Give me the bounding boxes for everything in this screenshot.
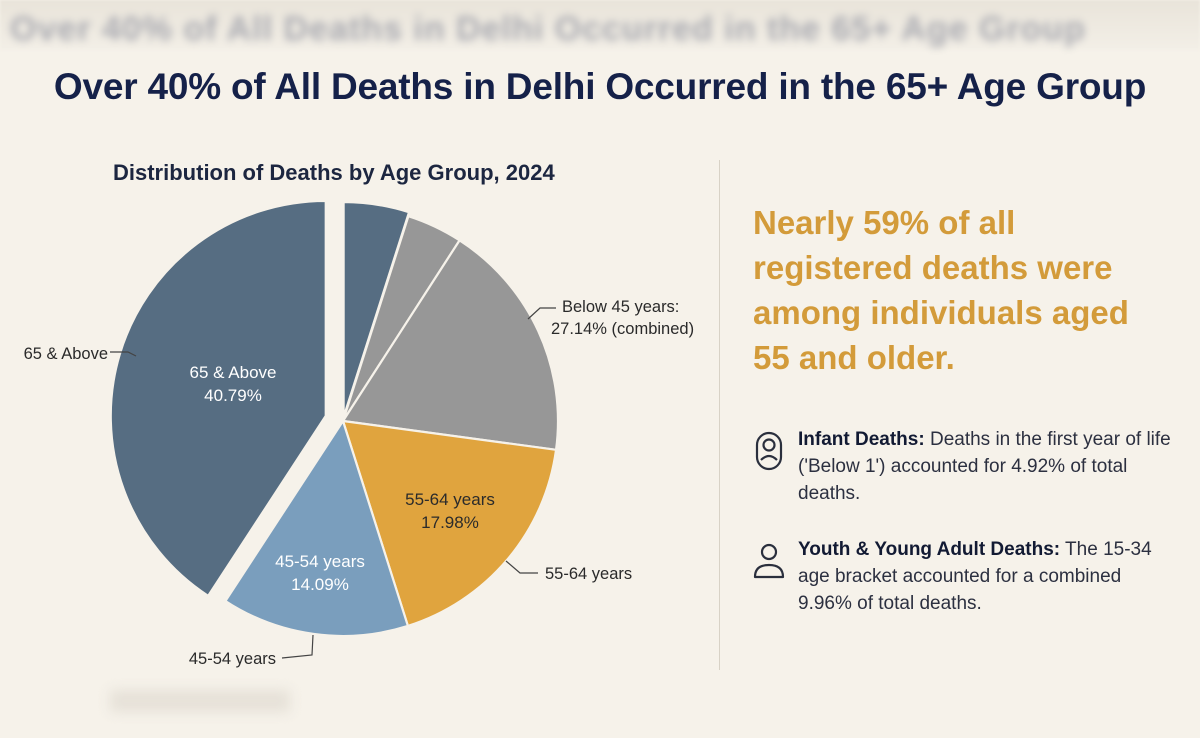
divider [719,160,720,670]
person-icon [753,543,785,579]
callout-label-below45: Below 45 years: [562,298,679,316]
fact-text: Youth & Young Adult Deaths: The 15-34 ag… [798,539,1152,614]
callout-label-55-64: 55-64 years [545,565,632,583]
slice-value-65plus: 40.79% [204,386,262,405]
callout-label-45-54: 45-54 years [189,650,276,668]
callout-line-65plus [110,351,137,357]
page-title: Over 40% of All Deaths in Delhi Occurred… [53,66,1147,107]
slice-label-55-64: 55-64 years [405,490,495,509]
slice-value-55-64: 17.98% [421,513,479,532]
key-highlight: Nearly 59% of all registered deaths were… [753,204,1129,376]
pie-slice-45-54 [224,419,409,638]
pie-slice-below1 [342,200,411,419]
chart-title: Distribution of Deaths by Age Group, 202… [113,160,555,185]
slice-label-45-54: 45-54 years [275,552,365,571]
fact-text: Infant Deaths: Deaths in the first year … [798,429,1171,504]
pie-chart: 55-64 years 17.98% 45-54 years 14.09% 65 & A… [24,199,694,668]
callout-line-45-54 [281,634,314,659]
pie-slice-55-64 [341,419,558,628]
blurred-header-strip: Over 40% of All Deaths in Delhi Occurred… [0,0,1200,50]
blurred-footer-strip [110,690,290,712]
callout-line-55-64 [505,560,538,574]
slice-label-65plus: 65 & Above [190,363,277,382]
pie-slice-b2 [341,239,560,451]
pie-slice-65plus [109,199,327,597]
infant-icon [755,431,783,471]
callout-value-below45: 27.14% (combined) [551,320,694,338]
callout-label-65plus: 65 & Above [24,345,108,363]
callout-line-below45 [527,307,556,320]
fact-infant-deaths: Infant Deaths: Deaths in the first year … [752,426,1172,507]
fact-youth-deaths: Youth & Young Adult Deaths: The 15-34 ag… [752,536,1172,617]
slice-value-45-54: 14.09% [291,575,349,594]
